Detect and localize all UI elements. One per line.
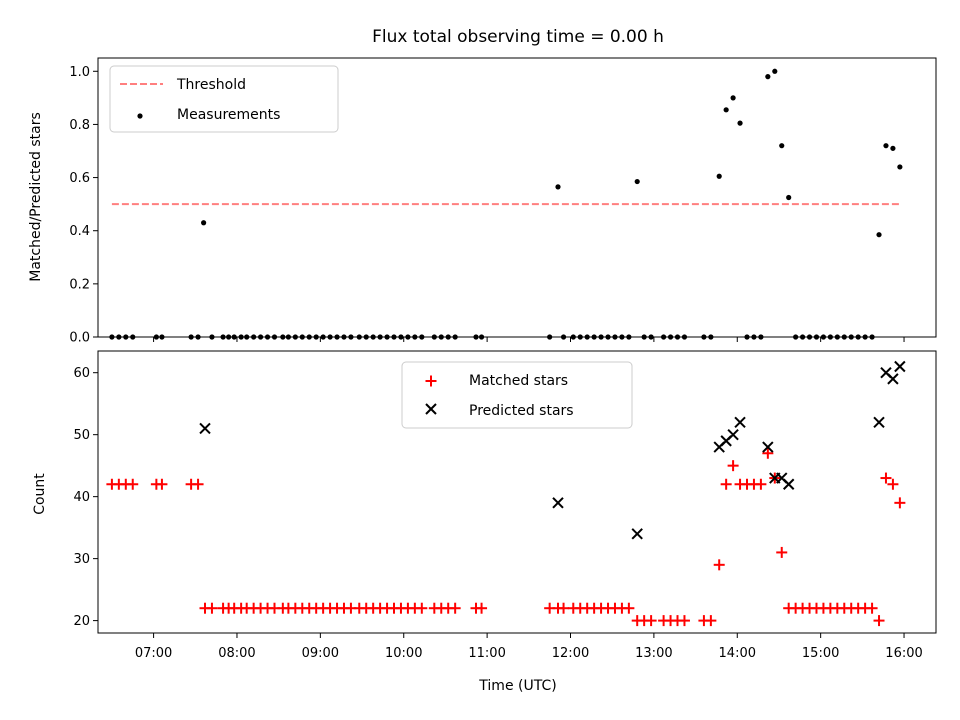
x-tick-label: 13:00 [635,646,672,661]
bottom-legend-box [401,361,633,429]
x-tick-label: 09:00 [302,646,339,661]
top-y-tick-label: 0.8 [69,118,90,133]
bottom-y-axis-label: Count [32,473,48,515]
predicted-star-point [762,441,774,453]
top-y-tick-label: 1.0 [69,65,90,80]
predicted-star-point [727,428,739,441]
measurement-point [201,220,207,226]
top-y-tick-label: 0.4 [69,224,90,239]
predicted-star-point [631,528,643,540]
matched-star-point [705,615,717,627]
top-y-axis-label: Matched/Predicted stars [28,112,44,282]
measurement-point [786,194,792,201]
top-axis-ticks: 0.0 0.2 0.4 0.6 0.8 1.0 [69,65,905,346]
bottom-data-layer [106,360,906,627]
bottom-legend: Matched stars Predicted stars [401,361,633,429]
matched-star-point [894,497,906,509]
matched-star-point [623,602,635,614]
x-tick-label: 16:00 [885,646,922,661]
matched-star-point [866,602,878,614]
matched-star-point [645,615,657,627]
x-tick-label: 08:00 [218,646,255,661]
x-tick-label: 07:00 [135,646,172,661]
top-data-layer [109,68,903,340]
matched-star-point [156,478,168,490]
matched-star-point [776,546,788,558]
top-legend: Threshold Measurements [109,65,339,133]
measurement-point [890,145,896,151]
chart-title: Flux total observing time = 0.00 h [372,27,664,47]
x-tick-label: 14:00 [719,646,756,661]
bottom-axis-ticks: 20 30 40 50 60 07:00 08:00 09:00 10:00 11:00 12:00… [73,366,922,661]
measurement-point [555,184,561,190]
x-tick-label: 11:00 [468,646,505,661]
flux-ratio-panel: Flux total observing time = 0.00 h Match… [28,27,937,346]
matched-star-point [762,447,774,459]
x-axis-label: Time (UTC) [478,678,556,694]
measurement-point [876,232,882,238]
measurement-point [897,164,903,170]
predicted-star-point [873,416,885,428]
matched-star-point [558,602,570,614]
x-tick-label: 12:00 [552,646,589,661]
measurement-point [730,95,736,101]
top-y-tick-label: 0.2 [69,277,90,292]
matched-star-point [755,478,767,490]
matched-star-point [887,478,899,490]
predicted-star-point [734,416,746,428]
matched-star-point [873,615,885,627]
matched-star-point [727,460,739,472]
legend-measurements-swatch [137,113,143,119]
predicted-star-point [782,478,795,490]
bottom-y-tick-label: 50 [73,428,90,443]
measurement-point [765,74,771,80]
measurement-point [723,107,729,113]
top-plot-frame [97,57,937,338]
matched-star-point [206,602,218,614]
bottom-plot-frame [97,350,937,634]
matched-star-point [416,602,428,614]
top-y-tick-label: 0.6 [69,171,90,186]
top-y-tick-label: 0.0 [69,331,90,346]
predicted-star-point [887,373,899,385]
measurement-point [779,143,785,149]
measurement-point [883,143,889,149]
matched-star-point [449,602,461,614]
star-count-panel: Count Time (UTC) 20 30 40 50 60 07:00 08:00 09:… [32,350,937,694]
x-tick-label: 15:00 [802,646,839,661]
legend-predicted-label: Predicted stars [469,403,574,419]
bottom-y-tick-label: 20 [73,614,90,629]
matched-star-point [720,478,732,490]
legend-predicted-swatch [425,403,437,415]
legend-threshold-label: Threshold [176,77,246,93]
measurement-point [716,173,722,179]
measurement-point [634,178,640,185]
legend-matched-swatch [425,375,437,387]
bottom-y-tick-label: 40 [73,490,90,505]
matched-star-point [476,602,488,614]
matched-star-point [192,478,204,490]
matched-star-point [713,559,725,571]
legend-measurements-label: Measurements [177,107,280,123]
x-tick-label: 10:00 [385,646,422,661]
matched-star-point [880,472,892,484]
legend-matched-label: Matched stars [469,373,568,389]
bottom-y-tick-label: 30 [73,552,90,567]
bottom-y-tick-label: 60 [73,366,90,381]
top-legend-box [109,65,339,133]
matched-star-point [678,615,690,627]
measurement-point [772,68,778,74]
measurement-point [737,120,743,126]
predicted-star-point [552,497,564,509]
predicted-star-point [199,422,211,435]
matched-star-point [127,478,139,490]
predicted-star-point [894,360,906,373]
